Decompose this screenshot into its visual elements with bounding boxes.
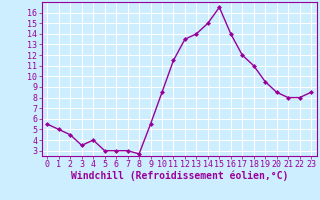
X-axis label: Windchill (Refroidissement éolien,°C): Windchill (Refroidissement éolien,°C) [70,171,288,181]
